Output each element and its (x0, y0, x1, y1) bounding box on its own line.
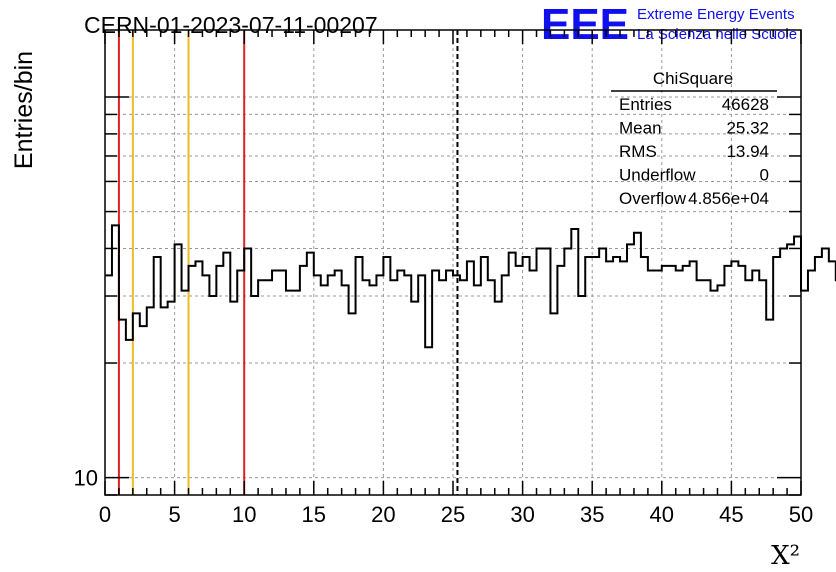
stats-value: 13.94 (726, 142, 769, 161)
stats-box: ChiSquare Entries 46628 Mean 25.32 RMS 13.94 U… (611, 69, 777, 208)
x-tick-label: 15 (302, 502, 326, 527)
stats-value: 46628 (722, 95, 769, 114)
x-tick-label: 25 (441, 502, 465, 527)
x-tick-label: 50 (789, 502, 813, 527)
y-tick-label: 10 (74, 466, 98, 491)
stats-title: ChiSquare (653, 69, 733, 88)
stats-label: Underflow (619, 166, 696, 185)
x-tick-label: 45 (719, 502, 743, 527)
x-tick-label: 30 (510, 502, 534, 527)
axes: 0 5 10 15 20 25 30 35 40 45 50 10 (74, 29, 813, 527)
x-axis-label: X² (771, 541, 800, 571)
stats-label: Mean (619, 119, 662, 138)
x-tick-label: 10 (232, 502, 256, 527)
stats-value: 4.856e+04 (688, 189, 769, 208)
x-tick-label: 20 (371, 502, 395, 527)
eee-logo: EEE (541, 0, 629, 49)
x-tick-label: 40 (650, 502, 674, 527)
logo-line-1: Extreme Energy Events (637, 6, 795, 23)
x-tick-label: 5 (168, 502, 180, 527)
stats-label: Entries (619, 95, 672, 114)
x-tick-label: 0 (99, 502, 111, 527)
stats-value: 0 (760, 166, 769, 185)
stats-label: Overflow (619, 189, 687, 208)
x-tick-label: 35 (580, 502, 604, 527)
y-axis-label: Entries/bin (10, 51, 38, 169)
stats-label: RMS (619, 142, 657, 161)
histogram-series (105, 224, 836, 349)
stats-value: 25.32 (726, 119, 769, 138)
reference-lines (117, 30, 459, 495)
